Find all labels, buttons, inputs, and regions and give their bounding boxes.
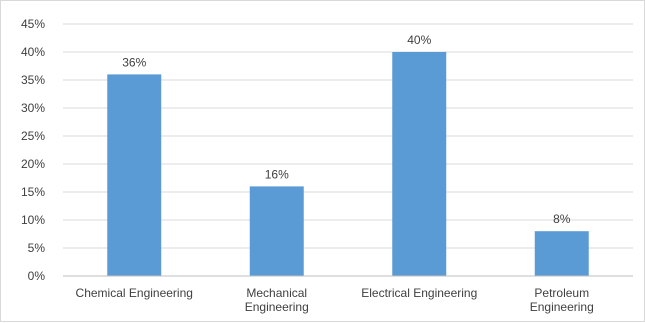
y-tick-label: 10% <box>21 213 45 227</box>
y-tick-label: 40% <box>21 45 45 59</box>
data-label: 40% <box>407 33 431 47</box>
x-tick-label: Chemical Engineering <box>76 286 193 300</box>
bar <box>392 52 447 276</box>
bar <box>534 231 589 276</box>
x-tick-label: Mechanical <box>246 286 307 300</box>
bars <box>107 52 589 277</box>
y-tick-label: 25% <box>21 129 45 143</box>
y-tick-label: 15% <box>21 185 45 199</box>
data-label: 36% <box>122 55 146 69</box>
data-label: 16% <box>265 167 289 181</box>
x-tick-label: Petroleum <box>534 286 589 300</box>
x-tick-label: Engineering <box>245 300 309 314</box>
x-tick-label: Engineering <box>530 300 594 314</box>
bar <box>107 74 162 277</box>
y-tick-label: 35% <box>21 73 45 87</box>
labels: 0% 5% 10% 15% 20% 25% 30% 35% 40% 45% 36% Chemical … <box>21 17 594 314</box>
data-label: 8% <box>553 212 571 226</box>
x-tick-label: Electrical Engineering <box>361 286 477 300</box>
y-tick-label: 30% <box>21 101 45 115</box>
y-tick-label: 5% <box>28 241 46 255</box>
y-tick-label: 45% <box>21 17 45 31</box>
y-tick-label: 20% <box>21 157 45 171</box>
y-tick-label: 0% <box>28 269 46 283</box>
bar <box>249 186 304 276</box>
